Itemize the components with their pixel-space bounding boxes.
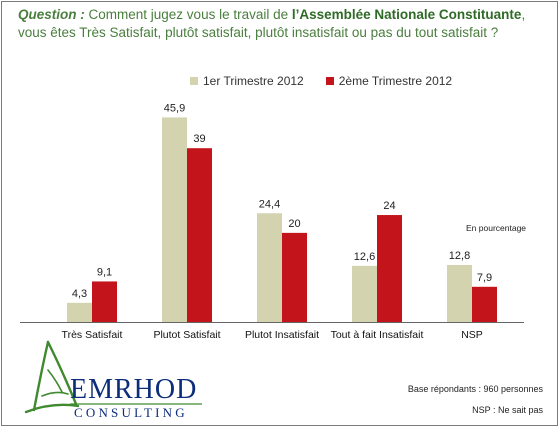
legend-label-series-1: 1er Trimestre 2012 — [203, 74, 304, 88]
legend-item-series-2: 2ème Trimestre 2012 — [325, 74, 453, 88]
data-label-series-1-cat-2: 45,9 — [164, 102, 185, 114]
bar-series-1-cat-1 — [67, 302, 92, 322]
question-organisation: l’Assemblée Nationale Constituante — [291, 7, 522, 22]
question-text-end: , vous êtes Très Satisfait, plutôt satis… — [18, 7, 526, 40]
respondent-base: Base répondants : 960 personnes — [407, 384, 543, 394]
data-label-series-2-cat-5: 7,9 — [477, 272, 492, 284]
question-text-start: Comment jugez vous le travail de — [88, 7, 289, 22]
data-label-series-1-cat-5: 12,8 — [449, 250, 470, 262]
category-label-4: Tout à fait Insatisfait — [331, 329, 424, 341]
chart-legend: 1er Trimestre 2012 2ème Trimestre 2012 — [190, 74, 474, 88]
data-label-series-2-cat-3: 20 — [288, 218, 300, 230]
category-label-5: NSP — [461, 329, 483, 341]
legend-label-series-2: 2ème Trimestre 2012 — [338, 74, 453, 88]
bar-series-2-cat-5 — [472, 286, 497, 322]
bar-series-2-cat-1 — [92, 281, 117, 322]
logo-name: EMRHOD — [70, 374, 197, 405]
bar-series-1-cat-5 — [447, 264, 472, 322]
data-label-series-1-cat-4: 12,6 — [354, 251, 375, 263]
data-label-series-1-cat-1: 4,3 — [72, 288, 87, 300]
category-label-1: Très Satisfait — [62, 329, 123, 341]
bar-series-2-cat-4 — [377, 215, 402, 322]
legend-swatch-series-2 — [325, 77, 334, 85]
question-label: Question : — [18, 7, 85, 22]
nsp-definition: NSP : Ne sait pas — [472, 405, 543, 415]
chart-footer: Base répondants : 960 personnes NSP : Ne… — [408, 379, 543, 421]
data-label-series-2-cat-2: 39 — [193, 133, 205, 145]
logo-subtitle: CONSULTING — [74, 405, 188, 420]
category-label-2: Plutot Satisfait — [153, 329, 220, 341]
bar-series-1-cat-3 — [257, 213, 282, 322]
logo-pyramid-icon — [24, 340, 80, 414]
emrhod-logo: EMRHOD CONSULTING — [24, 340, 202, 420]
data-label-series-1-cat-3: 24,4 — [259, 198, 280, 210]
legend-item-series-1: 1er Trimestre 2012 — [190, 74, 304, 88]
category-label-3: Plutot Insatisfait — [245, 329, 319, 341]
survey-question: Question : Comment jugez vous le travail… — [18, 6, 548, 42]
data-label-series-2-cat-1: 9,1 — [97, 266, 112, 278]
bar-series-1-cat-2 — [162, 117, 187, 323]
bar-series-2-cat-2 — [187, 148, 212, 322]
data-label-series-2-cat-4: 24 — [383, 200, 395, 212]
legend-swatch-series-1 — [190, 77, 198, 85]
unit-note: En pourcentage — [466, 223, 527, 233]
bar-series-2-cat-3 — [282, 232, 307, 322]
bar-series-1-cat-4 — [352, 265, 377, 322]
